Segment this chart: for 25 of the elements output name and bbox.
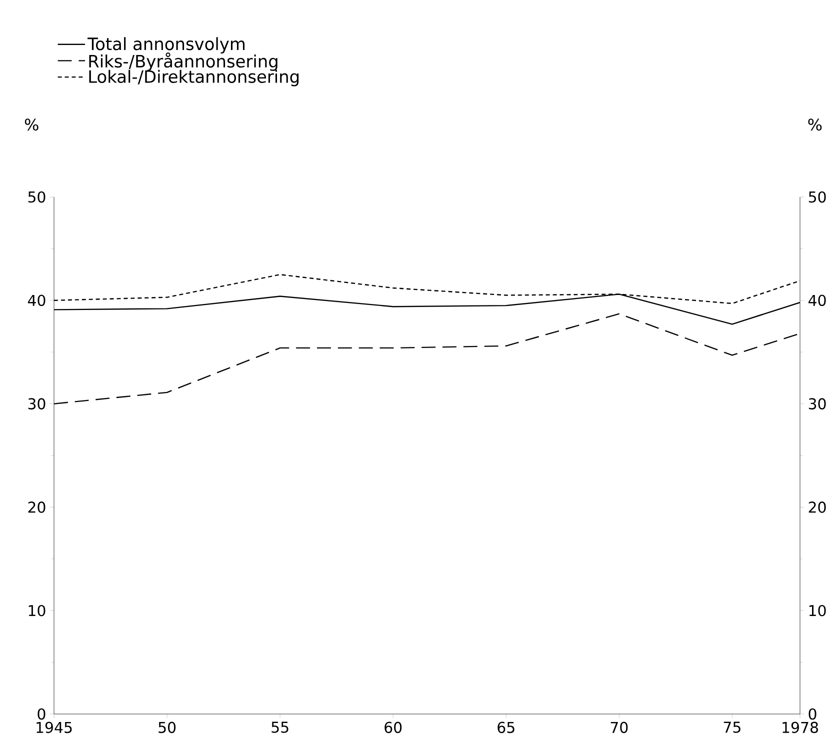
- x-tick-label: 60: [384, 722, 402, 734]
- x-tick-label: 75: [724, 722, 740, 733]
- y2-axis-title: %: [808, 118, 822, 131]
- y-tick-label: 30: [28, 398, 46, 410]
- y2-tick-label: 30: [808, 398, 826, 410]
- y2-tick-label: 50: [808, 191, 826, 203]
- x-tick-label: 1945: [36, 722, 72, 734]
- legend-label: Riks-/Byråannonsering: [89, 52, 278, 71]
- y-tick-label: 10: [28, 604, 46, 616]
- y2-tick-label: 10: [809, 604, 826, 616]
- y2-tick-label: 0: [808, 708, 816, 720]
- x-tick-label: 50: [158, 722, 176, 734]
- y2-tick-label: 40: [808, 294, 826, 306]
- y2-tick-label: 20: [808, 502, 826, 513]
- x-tick-label: 65: [498, 722, 514, 734]
- y-tick-label: 20: [28, 502, 46, 513]
- legend-label: Lokal-/Direktannonsering: [89, 70, 299, 86]
- y-tick-label: 50: [28, 191, 46, 203]
- x-tick-label: 1978: [782, 722, 818, 734]
- y-tick-label: 0: [38, 708, 46, 720]
- y-tick-label: 40: [28, 294, 46, 306]
- legend-label: Total annonsvolym: [88, 37, 244, 54]
- y-axis-title: %: [24, 118, 38, 131]
- x-tick-label: 55: [272, 722, 288, 733]
- x-tick-label: 70: [610, 722, 628, 734]
